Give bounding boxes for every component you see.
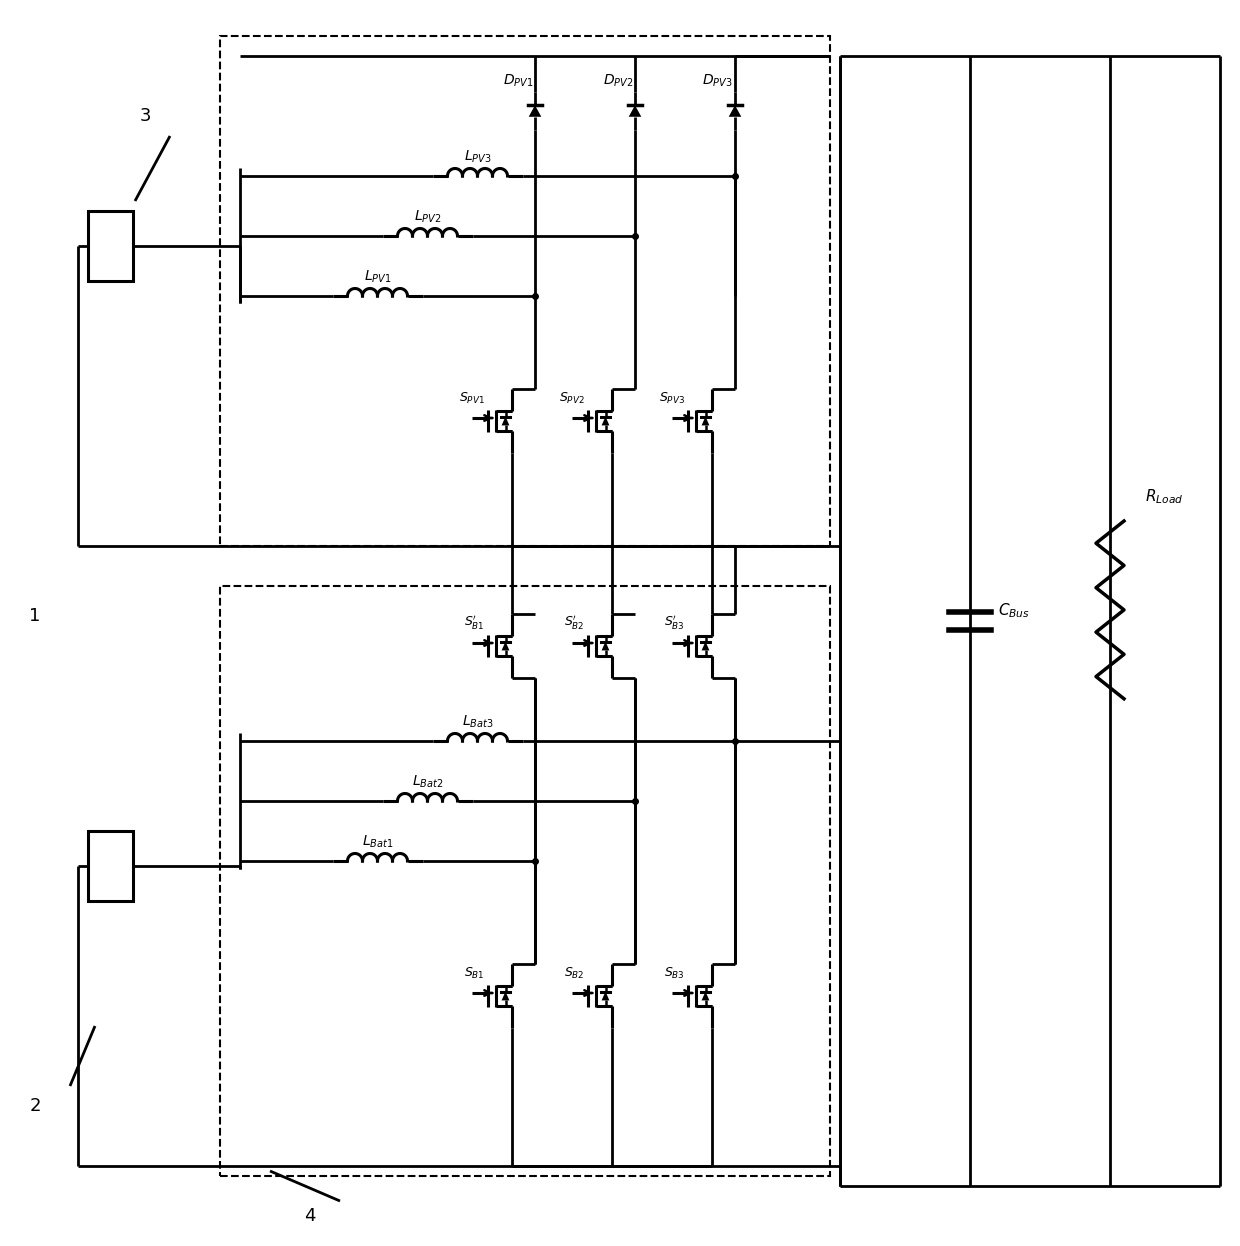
Text: $D_{PV1}$: $D_{PV1}$ xyxy=(502,72,533,90)
Text: 3: 3 xyxy=(139,107,151,125)
Text: $S_{B2}'$: $S_{B2}'$ xyxy=(564,613,585,630)
Polygon shape xyxy=(601,642,609,650)
Bar xyxy=(219,586,830,1176)
Text: $S_{B1}$: $S_{B1}$ xyxy=(464,966,485,981)
Text: $C_{Bus}$: $C_{Bus}$ xyxy=(998,602,1030,621)
Text: $S_{B2}$: $S_{B2}$ xyxy=(564,966,585,981)
Polygon shape xyxy=(702,416,709,425)
Polygon shape xyxy=(601,416,609,425)
Polygon shape xyxy=(528,105,542,117)
Text: $S_{PV2}$: $S_{PV2}$ xyxy=(559,391,585,406)
Text: $L_{Bat3}$: $L_{Bat3}$ xyxy=(461,714,494,730)
Text: $D_{PV3}$: $D_{PV3}$ xyxy=(702,72,733,90)
Text: $S_{PV1}$: $S_{PV1}$ xyxy=(459,391,485,406)
Polygon shape xyxy=(702,992,709,1001)
Text: $S_{B3}$: $S_{B3}$ xyxy=(665,966,684,981)
Polygon shape xyxy=(729,105,742,117)
Text: $L_{PV2}$: $L_{PV2}$ xyxy=(414,209,441,226)
Text: $L_{PV3}$: $L_{PV3}$ xyxy=(464,150,491,166)
Text: $S_{PV3}$: $S_{PV3}$ xyxy=(658,391,684,406)
Text: $L_{Bat2}$: $L_{Bat2}$ xyxy=(412,774,443,790)
Bar xyxy=(219,36,830,546)
Polygon shape xyxy=(629,105,641,117)
Text: $L_{PV1}$: $L_{PV1}$ xyxy=(363,269,392,285)
Text: 4: 4 xyxy=(304,1207,316,1225)
Polygon shape xyxy=(502,992,510,1001)
Polygon shape xyxy=(702,642,709,650)
Text: 1: 1 xyxy=(30,607,41,625)
Polygon shape xyxy=(502,642,510,650)
Text: $D_{PV2}$: $D_{PV2}$ xyxy=(603,72,632,90)
Bar xyxy=(88,211,133,282)
Text: $S_{B1}'$: $S_{B1}'$ xyxy=(464,613,485,630)
Text: 2: 2 xyxy=(30,1096,41,1115)
Text: $S_{B3}'$: $S_{B3}'$ xyxy=(665,613,684,630)
Bar xyxy=(88,831,133,901)
Text: $L_{Bat1}$: $L_{Bat1}$ xyxy=(362,834,393,851)
Text: $R_{Load}$: $R_{Load}$ xyxy=(1145,487,1183,506)
Polygon shape xyxy=(502,416,510,425)
Polygon shape xyxy=(601,992,609,1001)
